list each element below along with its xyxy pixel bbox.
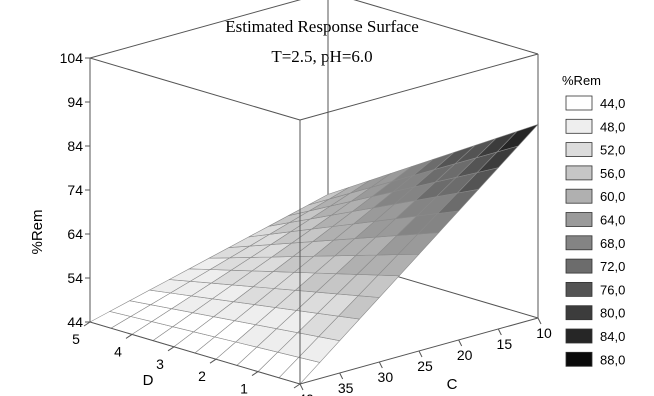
legend-swatch <box>565 165 593 181</box>
legend-label: 60,0 <box>600 189 625 204</box>
x-tick-label: 10 <box>536 325 552 341</box>
y-tick-label: 1 <box>240 381 248 396</box>
x-tick-label: 40 <box>298 391 314 396</box>
x-tick-mark <box>537 317 542 325</box>
chart-subtitle: T=2.5, pH=6.0 <box>271 47 372 66</box>
z-tick-label: 84 <box>67 138 83 154</box>
legend-title: %Rem <box>562 73 601 88</box>
legend-label: 88,0 <box>600 352 625 367</box>
y-tick-mark <box>83 321 91 327</box>
legend-label: 64,0 <box>600 213 625 228</box>
z-tick-label: 54 <box>67 270 83 286</box>
z-tick-label: 104 <box>60 50 84 66</box>
legend-label: 80,0 <box>600 306 625 321</box>
x-tick-mark <box>339 372 344 380</box>
box-back-edge <box>89 0 302 59</box>
legend-label: 84,0 <box>600 329 625 344</box>
x-tick-label: 25 <box>417 358 433 374</box>
x-tick-mark <box>497 328 502 336</box>
legend-label: 72,0 <box>600 259 625 274</box>
z-axis-label: %Rem <box>29 209 46 254</box>
y-tick-label: 5 <box>72 331 80 347</box>
x-tick-label: 15 <box>497 336 513 352</box>
box-back-edge <box>353 0 539 55</box>
z-tick-label: 64 <box>67 226 83 242</box>
legend-swatch <box>565 258 593 274</box>
legend-label: 68,0 <box>600 236 625 251</box>
legend-swatch <box>565 95 593 111</box>
legend-label: 48,0 <box>600 119 625 134</box>
legend-label: 44,0 <box>600 96 625 111</box>
surface-cell <box>496 123 540 153</box>
legend-label: 76,0 <box>600 282 625 297</box>
legend-swatch <box>565 142 593 158</box>
x-tick-mark <box>299 383 304 391</box>
box-front-edge <box>89 321 301 385</box>
box-front-edge <box>89 57 301 121</box>
x-tick-label: 35 <box>338 380 354 396</box>
response-surface <box>89 123 540 385</box>
legend-swatch <box>565 118 593 134</box>
y-tick-mark <box>209 358 217 364</box>
x-tick-mark <box>418 350 423 358</box>
y-axis-label: D <box>143 372 154 389</box>
legend-swatch <box>565 235 593 251</box>
x-tick-label: 20 <box>457 347 473 363</box>
legend-swatch <box>565 305 593 321</box>
x-tick-label: 30 <box>378 369 394 385</box>
y-tick-mark <box>125 333 133 339</box>
x-tick-mark <box>378 361 383 369</box>
z-tick-label: 94 <box>67 94 83 110</box>
legend-swatch <box>565 212 593 227</box>
legend: %Rem 44,0 48,0 52,0 56,0 60,0 64,0 68,0 72,0 76,… <box>562 73 625 367</box>
y-tick-label: 4 <box>114 343 122 359</box>
y-tick-mark <box>293 383 301 389</box>
y-tick-label: 2 <box>198 368 206 384</box>
legend-label: 56,0 <box>600 166 625 181</box>
z-tick-label: 74 <box>67 182 83 198</box>
legend-swatch <box>565 328 593 344</box>
y-axis: 5 4 3 2 1 0 <box>72 321 301 396</box>
legend-label: 52,0 <box>600 143 625 158</box>
x-axis-label: C <box>447 376 458 393</box>
chart-title: Estimated Response Surface <box>225 17 419 36</box>
legend-swatch <box>565 351 593 367</box>
y-tick-label: 3 <box>156 356 164 372</box>
legend-swatch <box>565 281 593 297</box>
z-axis: 104 94 84 74 64 54 44 <box>60 50 90 330</box>
box-front-edge <box>299 53 539 121</box>
x-tick-mark <box>458 339 463 347</box>
y-tick-label: 0 <box>282 393 290 396</box>
legend-swatch <box>565 188 593 204</box>
z-tick-label: 44 <box>67 314 83 330</box>
y-tick-mark <box>251 371 259 377</box>
y-tick-mark <box>167 346 175 352</box>
x-axis: 40 35 30 25 20 15 10 <box>298 317 552 396</box>
